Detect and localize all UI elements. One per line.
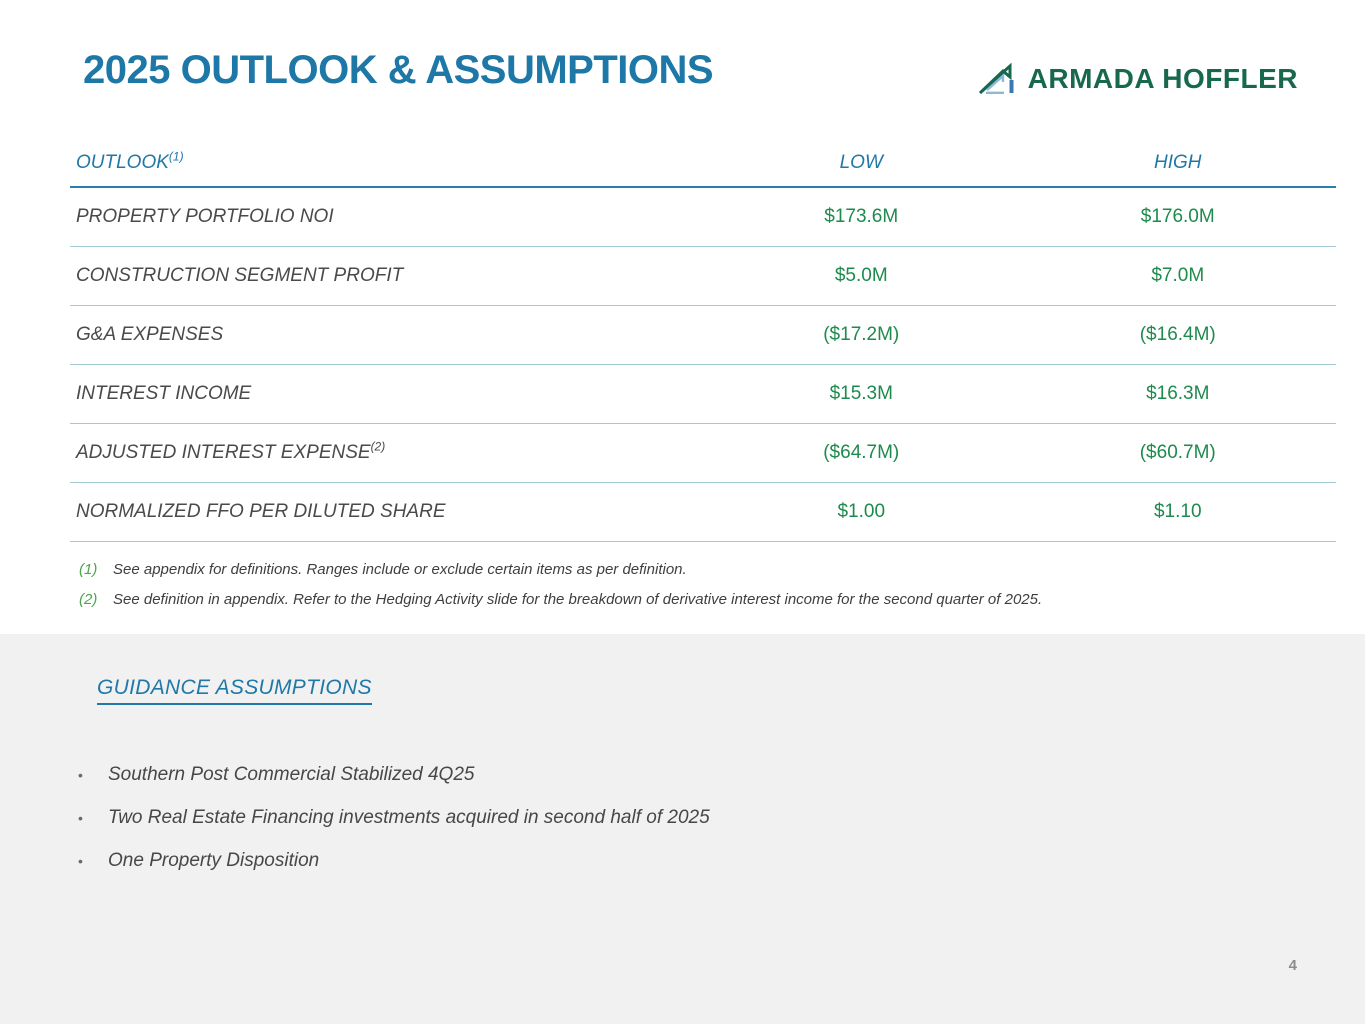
guidance-bullet-text: One Property Disposition: [108, 850, 320, 871]
footnote-ref-2: (2): [370, 439, 386, 454]
row-label: ADJUSTED INTEREST EXPENSE(2): [70, 423, 703, 483]
guidance-bullet-list: • Southern Post Commercial Stabilized 4Q…: [78, 764, 710, 893]
table-row: PROPERTY PORTFOLIO NOI $173.6M $176.0M: [70, 187, 1336, 247]
bullet-icon: •: [78, 767, 83, 783]
table-header-row: OUTLOOK(1) LOW HIGH: [70, 140, 1336, 188]
table-row: ADJUSTED INTEREST EXPENSE(2) ($64.7M) ($…: [70, 423, 1336, 483]
low-value: $15.3M: [703, 364, 1020, 424]
low-value: ($64.7M): [703, 423, 1020, 483]
armada-hoffler-logo-text: ARMADA HOFFLER: [1027, 63, 1298, 94]
bullet-icon: •: [78, 853, 83, 869]
footnote-2-marker: (2): [79, 591, 98, 608]
armada-hoffler-logo-icon: [978, 62, 1014, 95]
row-label: CONSTRUCTION SEGMENT PROFIT: [70, 246, 703, 306]
footnote-1-text: See appendix for definitions. Ranges inc…: [113, 561, 687, 578]
list-item: • One Property Disposition: [78, 850, 710, 872]
high-value: ($16.4M): [1019, 305, 1336, 365]
row-label: INTEREST INCOME: [70, 364, 703, 424]
outlook-header-label: OUTLOOK: [76, 152, 169, 173]
guidance-section: GUIDANCE ASSUMPTIONS • Southern Post Com…: [0, 634, 1365, 1024]
high-value: $176.0M: [1019, 187, 1336, 247]
row-label: PROPERTY PORTFOLIO NOI: [70, 187, 703, 247]
row-label: NORMALIZED FFO PER DILUTED SHARE: [70, 482, 703, 542]
outlook-column-header: OUTLOOK(1): [70, 140, 703, 188]
list-item: • Southern Post Commercial Stabilized 4Q…: [78, 764, 710, 786]
high-value: $16.3M: [1019, 364, 1336, 424]
footnote-2-text: See definition in appendix. Refer to the…: [113, 591, 1043, 608]
bullet-icon: •: [78, 810, 83, 826]
table-row: NORMALIZED FFO PER DILUTED SHARE $1.00 $…: [70, 482, 1336, 542]
footnote-ref-1: (1): [168, 149, 184, 164]
low-value: $5.0M: [703, 246, 1020, 306]
footnote-2: (2) See definition in appendix. Refer to…: [79, 589, 1319, 610]
footnote-1-marker: (1): [79, 561, 98, 578]
page-title: 2025 OUTLOOK & ASSUMPTIONS: [83, 48, 714, 92]
high-column-header: HIGH: [1019, 140, 1336, 188]
row-label: G&A EXPENSES: [70, 305, 703, 365]
footnotes: (1) See appendix for definitions. Ranges…: [79, 559, 1319, 619]
list-item: • Two Real Estate Financing investments …: [78, 807, 710, 829]
armada-hoffler-logo: ARMADA HOFFLER: [978, 62, 1298, 96]
low-value: $1.00: [703, 482, 1020, 542]
outlook-table: OUTLOOK(1) LOW HIGH PROPERTY PORTFOLIO N…: [70, 140, 1336, 542]
high-value: $1.10: [1019, 482, 1336, 542]
guidance-bullet-text: Two Real Estate Financing investments ac…: [108, 807, 710, 828]
low-value: ($17.2M): [703, 305, 1020, 365]
table-row: INTEREST INCOME $15.3M $16.3M: [70, 364, 1336, 424]
table-row: CONSTRUCTION SEGMENT PROFIT $5.0M $7.0M: [70, 246, 1336, 306]
footnote-1: (1) See appendix for definitions. Ranges…: [79, 559, 1319, 580]
guidance-heading: GUIDANCE ASSUMPTIONS: [97, 676, 372, 705]
guidance-bullet-text: Southern Post Commercial Stabilized 4Q25: [108, 764, 475, 785]
low-value: $173.6M: [703, 187, 1020, 247]
high-value: ($60.7M): [1019, 423, 1336, 483]
high-value: $7.0M: [1019, 246, 1336, 306]
low-column-header: LOW: [703, 140, 1020, 188]
page-number: 4: [1288, 957, 1297, 974]
table-row: G&A EXPENSES ($17.2M) ($16.4M): [70, 305, 1336, 365]
